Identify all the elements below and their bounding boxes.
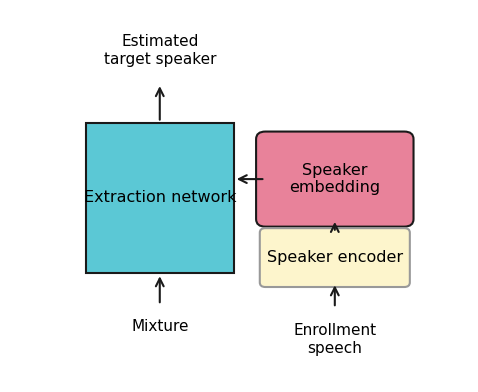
FancyBboxPatch shape bbox=[260, 228, 410, 287]
Text: Speaker
embedding: Speaker embedding bbox=[289, 163, 380, 195]
Text: Enrollment
speech: Enrollment speech bbox=[293, 323, 376, 356]
Text: Estimated
target speaker: Estimated target speaker bbox=[104, 34, 216, 67]
Text: Speaker encoder: Speaker encoder bbox=[267, 250, 403, 265]
Text: Extraction network: Extraction network bbox=[84, 191, 236, 205]
Text: Mixture: Mixture bbox=[131, 319, 188, 334]
FancyBboxPatch shape bbox=[86, 122, 234, 274]
FancyBboxPatch shape bbox=[256, 132, 413, 227]
